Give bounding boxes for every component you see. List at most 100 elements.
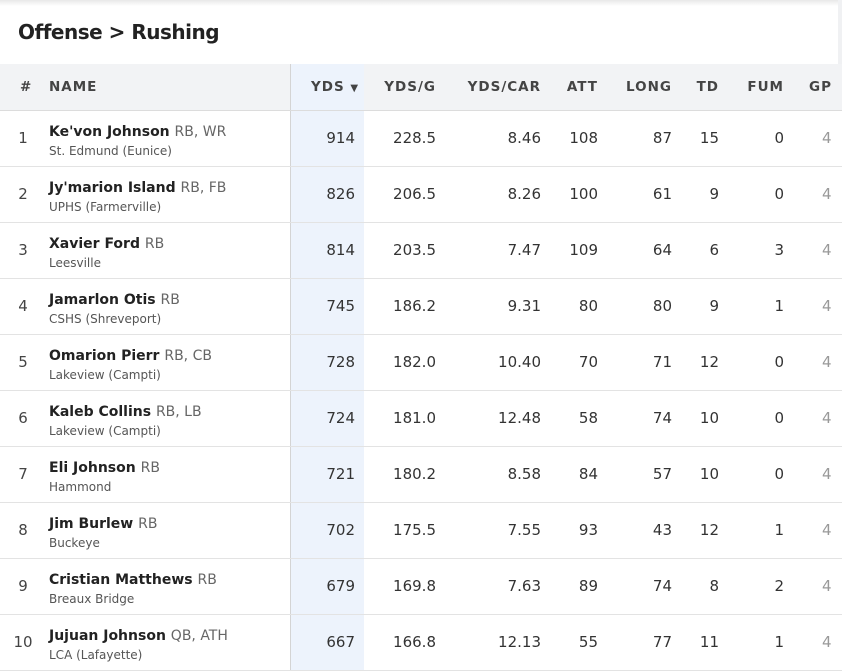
table-row[interactable]: 1 Ke'von Johnson RB, WR St. Edmund (Euni… — [0, 111, 842, 167]
player-position: RB, LB — [155, 404, 202, 420]
column-divider — [290, 111, 291, 166]
player-name-link[interactable]: Jy'marion Island — [49, 180, 176, 196]
player-name-line: Jamarlon Otis RB — [49, 291, 180, 309]
player-cell: Jy'marion Island RB, FB UPHS (Farmervill… — [49, 179, 226, 215]
player-name-line: Jujuan Johnson QB, ATH — [49, 627, 228, 645]
player-cell: Ke'von Johnson RB, WR St. Edmund (Eunice… — [49, 123, 226, 159]
attempts-cell: 80 — [578, 297, 598, 315]
attempts-cell: 58 — [578, 409, 598, 427]
player-cell: Cristian Matthews RB Breaux Bridge — [49, 571, 217, 607]
header-touchdowns[interactable]: TD — [696, 79, 719, 95]
attempts-cell: 109 — [569, 241, 598, 259]
yds-cell: 745 — [326, 297, 355, 315]
touchdowns-cell: 11 — [699, 633, 719, 651]
player-name-line: Eli Johnson RB — [49, 459, 160, 477]
table-row[interactable]: 4 Jamarlon Otis RB CSHS (Shreveport) 745… — [0, 279, 842, 335]
header-yds-per-carry[interactable]: YDS/CAR — [467, 79, 541, 95]
yds-per-carry-cell: 8.58 — [507, 465, 541, 483]
player-name-link[interactable]: Eli Johnson — [49, 460, 136, 476]
touchdowns-cell: 10 — [699, 465, 719, 483]
player-cell: Jujuan Johnson QB, ATH LCA (Lafayette) — [49, 627, 228, 663]
header-rank: # — [20, 79, 33, 95]
yds-per-game-cell: 169.8 — [393, 577, 436, 595]
attempts-cell: 93 — [578, 521, 598, 539]
rank-cell: 1 — [18, 129, 28, 147]
yds-per-carry-cell: 8.26 — [507, 185, 541, 203]
player-name-link[interactable]: Jamarlon Otis — [49, 292, 156, 308]
fumbles-cell: 3 — [774, 241, 784, 259]
yds-cell: 826 — [326, 185, 355, 203]
yds-cell: 679 — [326, 577, 355, 595]
player-school: LCA (Lafayette) — [49, 648, 143, 662]
fumbles-cell: 0 — [774, 465, 784, 483]
player-name-link[interactable]: Cristian Matthews — [49, 572, 193, 588]
header-yds-per-game[interactable]: YDS/G — [384, 79, 436, 95]
player-name-link[interactable]: Omarion Pierr — [49, 348, 160, 364]
rushing-stats-table: # NAME YDS ▼ YDS/G YDS/CAR ATT LONG TD F… — [0, 64, 842, 671]
table-row[interactable]: 8 Jim Burlew RB Buckeye 702 175.5 7.55 9… — [0, 503, 842, 559]
yds-cell: 914 — [326, 129, 355, 147]
touchdowns-cell: 12 — [699, 353, 719, 371]
touchdowns-cell: 10 — [699, 409, 719, 427]
table-row[interactable]: 2 Jy'marion Island RB, FB UPHS (Farmervi… — [0, 167, 842, 223]
table-header: # NAME YDS ▼ YDS/G YDS/CAR ATT LONG TD F… — [0, 64, 842, 111]
attempts-cell: 55 — [578, 633, 598, 651]
games-played-cell: 4 — [822, 633, 832, 651]
sorted-column-highlight — [291, 111, 364, 166]
header-attempts[interactable]: ATT — [566, 79, 598, 95]
table-row[interactable]: 5 Omarion Pierr RB, CB Lakeview (Campti)… — [0, 335, 842, 391]
player-school: UPHS (Farmerville) — [49, 200, 162, 214]
yds-per-game-cell: 206.5 — [393, 185, 436, 203]
long-cell: 64 — [652, 241, 672, 259]
player-name-link[interactable]: Jujuan Johnson — [49, 628, 166, 644]
player-position: RB — [138, 516, 158, 532]
long-cell: 71 — [652, 353, 672, 371]
column-divider — [290, 391, 291, 446]
rank-cell: 7 — [18, 465, 28, 483]
yds-per-carry-cell: 7.63 — [507, 577, 541, 595]
sorted-column-highlight — [291, 503, 364, 558]
table-row[interactable]: 9 Cristian Matthews RB Breaux Bridge 679… — [0, 559, 842, 615]
long-cell: 74 — [652, 409, 672, 427]
sorted-column-highlight — [291, 223, 364, 278]
header-yds-label: YDS — [311, 79, 345, 95]
header-name[interactable]: NAME — [49, 79, 98, 95]
yds-per-game-cell: 203.5 — [393, 241, 436, 259]
games-played-cell: 4 — [822, 409, 832, 427]
games-played-cell: 4 — [822, 297, 832, 315]
player-name-link[interactable]: Jim Burlew — [49, 516, 134, 532]
player-position: RB — [140, 460, 160, 476]
yds-cell: 667 — [326, 633, 355, 651]
rank-cell: 3 — [18, 241, 28, 259]
sort-descending-icon: ▼ — [350, 83, 360, 94]
fumbles-cell: 1 — [774, 633, 784, 651]
attempts-cell: 100 — [569, 185, 598, 203]
column-divider — [290, 335, 291, 390]
table-row[interactable]: 10 Jujuan Johnson QB, ATH LCA (Lafayette… — [0, 615, 842, 671]
long-cell: 57 — [652, 465, 672, 483]
sorted-column-highlight — [291, 167, 364, 222]
player-name-link[interactable]: Ke'von Johnson — [49, 124, 170, 140]
table-row[interactable]: 3 Xavier Ford RB Leesville 814 203.5 7.4… — [0, 223, 842, 279]
player-school: Lakeview (Campti) — [49, 424, 161, 438]
player-name-line: Ke'von Johnson RB, WR — [49, 123, 226, 141]
header-games-played[interactable]: GP — [809, 79, 832, 95]
sorted-column-highlight — [291, 64, 364, 110]
yds-cell: 728 — [326, 353, 355, 371]
long-cell: 77 — [652, 633, 672, 651]
yds-per-carry-cell: 10.40 — [498, 353, 541, 371]
table-row[interactable]: 6 Kaleb Collins RB, LB Lakeview (Campti)… — [0, 391, 842, 447]
page-title: Offense > Rushing — [18, 20, 220, 44]
player-school: Breaux Bridge — [49, 592, 135, 606]
player-name-link[interactable]: Xavier Ford — [49, 236, 140, 252]
player-position: RB, FB — [180, 180, 227, 196]
player-position: RB, CB — [164, 348, 212, 364]
sorted-column-highlight — [291, 279, 364, 334]
table-row[interactable]: 7 Eli Johnson RB Hammond 721 180.2 8.58 … — [0, 447, 842, 503]
header-yds[interactable]: YDS ▼ — [311, 64, 359, 111]
sorted-column-highlight — [291, 447, 364, 502]
header-fumbles[interactable]: FUM — [747, 79, 784, 95]
touchdowns-cell: 6 — [709, 241, 719, 259]
player-name-link[interactable]: Kaleb Collins — [49, 404, 152, 420]
header-long[interactable]: LONG — [626, 79, 672, 95]
